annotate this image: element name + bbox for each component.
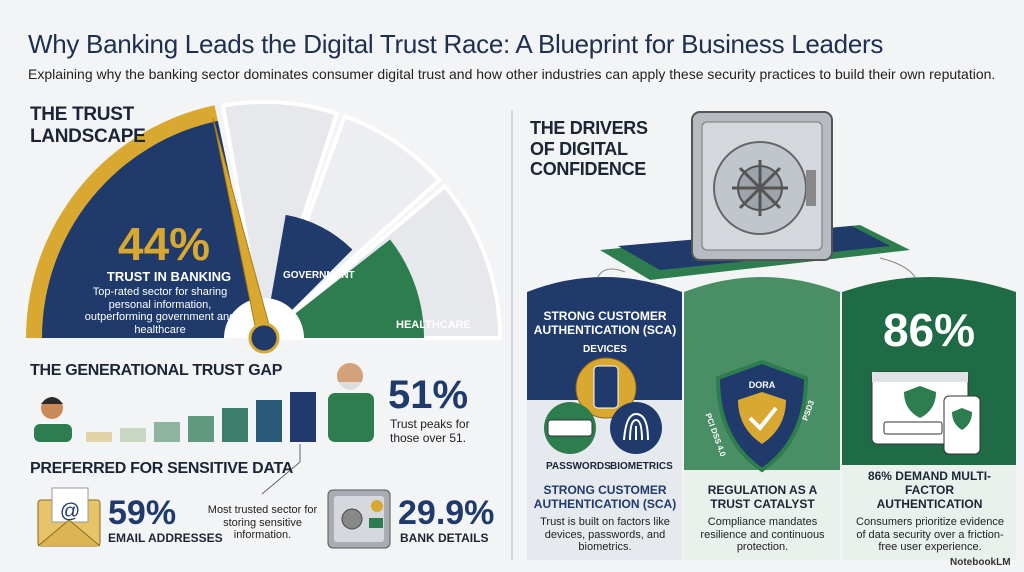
footer-brand: NotebookLM — [950, 557, 1011, 568]
banking-label: TRUST IN BANKING — [106, 269, 232, 284]
generation-note: Trust peaks for those over 51. — [390, 417, 470, 445]
section-heading: PREFERRED FOR SENSITIVE DATA — [30, 460, 294, 477]
phone-icon — [593, 365, 619, 409]
vault-icon — [691, 111, 833, 261]
section-heading: THE TRUST LANDSCAPE — [30, 104, 146, 147]
phone-shield — [952, 408, 972, 430]
bar — [256, 400, 282, 442]
passwords-label: PASSWORDS — [546, 461, 611, 472]
older-person-icon — [328, 363, 374, 442]
mfa-shield — [904, 386, 936, 418]
needle-pivot — [248, 322, 280, 354]
sca-badge: STRONG CUSTOMER AUTHENTICATION (SCA) — [533, 309, 677, 337]
safe-icon — [327, 489, 391, 549]
column-description: Trust is built on factors like devices, … — [540, 516, 670, 554]
subtitle: Explaining why the banking sector domina… — [28, 66, 996, 82]
fingerprint-icon — [623, 412, 649, 441]
mfa-value: 86% — [882, 304, 976, 356]
browser-bar — [872, 372, 968, 382]
shield-inner — [738, 392, 786, 444]
email-label: EMAIL ADDRESSES — [108, 531, 223, 545]
shield-top-label: DORA — [748, 380, 776, 390]
government-label: GOVERNMENT — [283, 270, 355, 281]
column-title: REGULATION AS A TRUST CATALYST — [707, 483, 818, 511]
pin-field — [883, 421, 943, 435]
pillar-top — [527, 277, 682, 400]
young-person-icon — [34, 397, 72, 442]
bar — [120, 428, 146, 442]
bar — [222, 408, 248, 442]
pointer-line — [261, 461, 301, 495]
bar — [290, 392, 316, 442]
bar — [188, 416, 214, 442]
envelope-icon: @ — [37, 487, 101, 547]
column-title: STRONG CUSTOMER AUTHENTICATION (SCA) — [533, 483, 677, 511]
section-heading: THE GENERATIONAL TRUST GAP — [30, 362, 283, 379]
bar — [154, 422, 180, 442]
healthcare-label: HEALTHCARE — [396, 319, 471, 331]
title: Why Banking Leads the Digital Trust Race… — [28, 29, 884, 59]
banking-note: Top-rated sector for sharing personal in… — [84, 286, 236, 336]
bar — [86, 432, 112, 442]
password-field — [547, 419, 593, 437]
devices-label: DEVICES — [583, 344, 627, 355]
generation-bars — [86, 392, 316, 442]
column-description: Consumers prioritize evidence of data se… — [856, 516, 1004, 554]
column-title: 86% DEMAND MULTI-FACTOR AUTHENTICATION — [867, 469, 992, 511]
sensitive-note: Most trusted sector for storing sensitiv… — [207, 504, 318, 542]
banking-value: 44% — [118, 218, 211, 270]
generation-value: 51% — [388, 373, 469, 417]
bank-label: BANK DETAILS — [400, 531, 489, 545]
svg-text:@: @ — [60, 500, 80, 522]
email-value: 59% — [108, 494, 177, 532]
gauge-healthcare — [264, 239, 424, 338]
biometrics-label: BIOMETRICS — [610, 461, 673, 472]
gauge-segment — [220, 100, 340, 339]
column-description: Compliance mandates resilience and conti… — [700, 516, 825, 554]
checkmark — [748, 406, 778, 431]
section-heading: THE DRIVERS OF DIGITAL CONFIDENCE — [530, 118, 648, 180]
bank-value: 29.9% — [398, 494, 495, 532]
gauge-banking — [42, 120, 264, 339]
